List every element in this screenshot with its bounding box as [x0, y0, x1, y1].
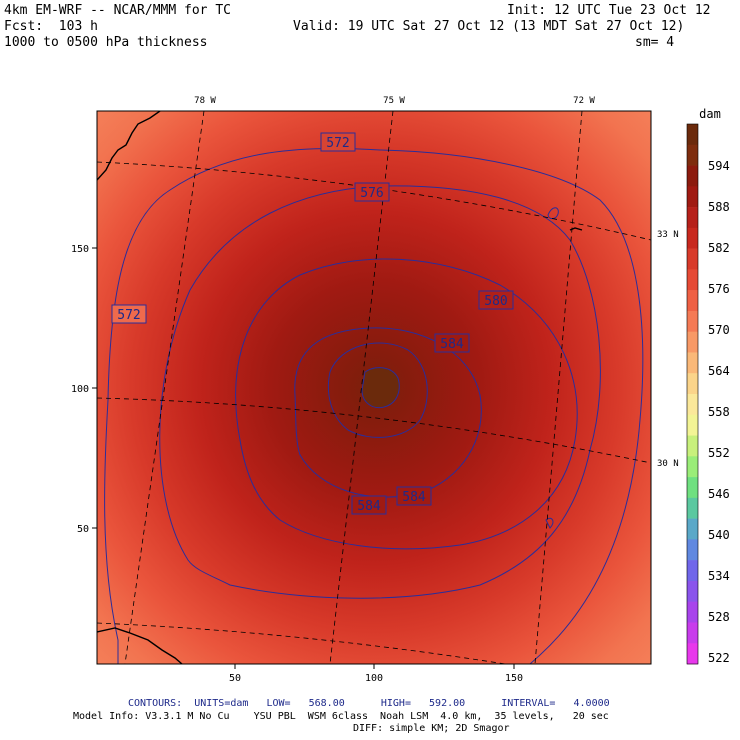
x-tick-label: 150	[505, 673, 523, 684]
colorbar-label: 582	[708, 241, 730, 255]
smoothing-label: sm= 4	[635, 35, 675, 50]
y-tick-label: 150	[71, 244, 89, 255]
colorbar-label: 558	[708, 405, 730, 419]
lat-label: 30 N	[657, 459, 679, 469]
coastline-bermuda	[569, 227, 583, 231]
y-tick-label: 50	[77, 524, 89, 535]
colorbar-swatch	[687, 144, 698, 166]
colorbar-label: 570	[708, 323, 730, 337]
colorbar-frame	[686, 123, 699, 665]
colorbar-swatch	[687, 331, 698, 353]
colorbar-swatch	[687, 518, 698, 540]
model-title: 4km EM-WRF -- NCAR/MMM for TC	[4, 3, 231, 18]
contour-labels: 572 576 580 584 572 584 584	[111, 132, 514, 515]
x-axis-ticks: 50 100 150	[229, 664, 523, 684]
colorbar-label: 534	[708, 569, 730, 583]
colorbar-swatch	[687, 394, 698, 416]
colorbar-swatch	[687, 186, 698, 208]
contour-label: 584	[357, 499, 381, 514]
lon-label: 75 W	[383, 96, 405, 106]
colorbar-swatch	[687, 622, 698, 644]
contour-label: 572	[326, 136, 349, 151]
colorbar-swatch	[687, 269, 698, 291]
colorbar-label: 588	[708, 200, 730, 214]
contour-576	[159, 185, 601, 599]
model-info: Model Info: V3.3.1 M No Cu YSU PBL WSM 6…	[73, 711, 609, 722]
lon-label: 78 W	[194, 96, 216, 106]
forecast-hour: Fcst: 103 h	[4, 19, 98, 34]
colorbar-swatch	[687, 497, 698, 519]
meridian-78w	[124, 111, 205, 664]
colorbar-swatch	[687, 643, 698, 665]
meridian-75w	[329, 111, 394, 664]
colorbar-swatch	[687, 207, 698, 229]
map-panel	[96, 110, 652, 665]
colorbar-swatch	[687, 124, 698, 146]
colorbar-swatch	[687, 165, 698, 187]
top-longitude-labels: 78 W 75 W 72 W	[194, 96, 595, 106]
colorbar-swatch	[687, 310, 698, 332]
contour-label: 572	[117, 308, 140, 323]
y-axis-ticks: 150 100 50	[71, 244, 97, 535]
contour-label: 576	[360, 186, 383, 201]
colorbar-swatch	[687, 580, 698, 602]
colorbar-label: 576	[708, 282, 730, 296]
map-figure: 572 576 580 584 572 584 584 78 W 75 W 72…	[71, 96, 730, 684]
colorbar-units: dam	[699, 107, 721, 121]
contour-label: 580	[484, 294, 507, 309]
lat-label: 33 N	[657, 230, 679, 240]
contour-fragments	[545, 207, 559, 529]
colorbar-swatches	[686, 123, 699, 665]
x-tick-label: 50	[229, 673, 241, 684]
colorbar-swatch	[687, 456, 698, 478]
contour-584	[294, 327, 482, 498]
diffusion-info: DIFF: simple KM; 2D Smagor	[353, 723, 510, 734]
colorbar-swatch	[687, 290, 698, 312]
colorbar-swatch	[687, 539, 698, 561]
contour-580	[235, 258, 578, 550]
colorbar-swatch	[687, 248, 698, 270]
colorbar-swatch	[687, 477, 698, 499]
colorbar-label: 594	[708, 159, 730, 173]
colorbar-label: 546	[708, 487, 730, 501]
colorbar-label: 552	[708, 446, 730, 460]
colorbar-swatch	[687, 373, 698, 395]
contour-592	[361, 367, 400, 409]
right-latitude-labels: 33 N 30 N	[657, 230, 679, 469]
parallel-30n	[97, 397, 651, 464]
contour-label: 584	[440, 337, 464, 352]
colorbar-swatch	[687, 227, 698, 249]
lon-label: 72 W	[573, 96, 595, 106]
colorbar-swatch	[687, 601, 698, 623]
y-tick-label: 100	[71, 384, 89, 395]
valid-time: Valid: 19 UTC Sat 27 Oct 12 (13 MDT Sat …	[293, 19, 685, 34]
field-name: 1000 to 0500 hPa thickness	[4, 35, 208, 50]
contours-info: CONTOURS: UNITS=dam LOW= 568.00 HIGH= 59…	[128, 698, 610, 709]
init-time: Init: 12 UTC Tue 23 Oct 12	[507, 3, 711, 18]
contour-572	[104, 147, 644, 664]
colorbar-swatch	[687, 352, 698, 374]
colorbar-label: 540	[708, 528, 730, 542]
meridian-72w	[534, 111, 583, 664]
colorbar-labels: 594 588 582 576 570 564 558 552 546 540 534 528 522	[708, 159, 730, 665]
colorbar-swatch	[687, 435, 698, 457]
x-tick-label: 100	[365, 673, 383, 684]
colorbar-swatch	[687, 560, 698, 582]
colorbar: dam 594 588 582 576 570 564 558 552 546 540 534 528…	[686, 107, 730, 665]
parallel-33n	[97, 161, 651, 241]
colorbar-label: 528	[708, 610, 730, 624]
coastline-north-carolina	[97, 111, 161, 181]
colorbar-label: 564	[708, 364, 730, 378]
contour-588	[327, 342, 428, 438]
colorbar-swatch	[687, 414, 698, 436]
contour-label: 584	[402, 490, 426, 505]
colorbar-label: 522	[708, 651, 730, 665]
coastline-bahamas	[97, 627, 183, 664]
